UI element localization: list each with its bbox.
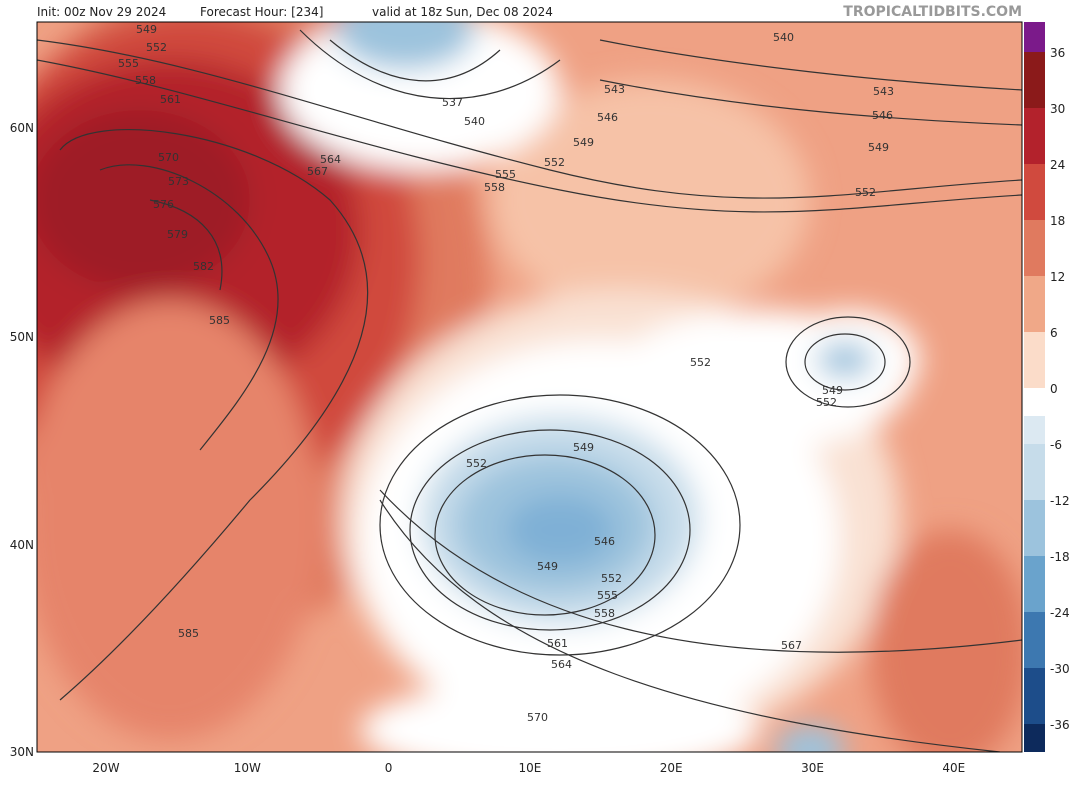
contour-label: 570: [158, 151, 179, 164]
colorbar-tick-label: 18: [1050, 214, 1065, 228]
colorbar-tick-label: 30: [1050, 102, 1065, 116]
contour-label: 564: [320, 153, 341, 166]
longitude-label: 20E: [660, 761, 683, 775]
contour-label: 579: [167, 228, 188, 241]
contour-label: 549: [573, 136, 594, 149]
contour-label: 567: [781, 639, 802, 652]
contour-label: 540: [464, 115, 485, 128]
contour-label: 576: [153, 198, 174, 211]
contour-label: 552: [466, 457, 487, 470]
watermark: TROPICALTIDBITS.COM: [843, 4, 1022, 20]
contour-label: 558: [135, 74, 156, 87]
contour-label: 585: [209, 314, 230, 327]
latitude-label: 40N: [10, 538, 34, 552]
colorbar-tick-label: -18: [1050, 550, 1070, 564]
contour-label: 546: [597, 111, 618, 124]
colorbar-tick-label: 36: [1050, 46, 1065, 60]
contour-label: 540: [773, 31, 794, 44]
contour-label: 552: [855, 186, 876, 199]
contour-label: 546: [872, 109, 893, 122]
contour-label: 549: [537, 560, 558, 573]
latitude-label: 60N: [10, 121, 34, 135]
contour-label: 543: [873, 85, 894, 98]
colorbar-tick-label: 6: [1050, 326, 1058, 340]
contour-label: 543: [604, 83, 625, 96]
contour-label: 570: [527, 711, 548, 724]
colorbar: [1024, 22, 1045, 752]
contour-label: 582: [193, 260, 214, 273]
contour-label: 552: [544, 156, 565, 169]
longitude-label: 0: [385, 761, 393, 775]
contour-label: 555: [597, 589, 618, 602]
contour-label: 546: [594, 535, 615, 548]
contour-label: 549: [822, 384, 843, 397]
contour-label: 585: [178, 627, 199, 640]
map-frame: [36, 21, 1023, 753]
longitude-label: 10W: [234, 761, 261, 775]
init-text: Init: 00z Nov 29 2024: [37, 5, 166, 19]
latitude-label: 50N: [10, 330, 34, 344]
contour-label: 567: [307, 165, 328, 178]
map-field: [37, 22, 1022, 752]
longitude-label: 10E: [518, 761, 541, 775]
contour-label: 555: [118, 57, 139, 70]
colorbar-tick-label: -24: [1050, 606, 1070, 620]
contour-label: 561: [547, 637, 568, 650]
contour-labels: 549 552 555 558 561 570 573 576 579 582 …: [118, 23, 894, 724]
contour-label: 537: [442, 96, 463, 109]
colorbar-tick-label: 12: [1050, 270, 1065, 284]
colorbar-tick-label: -6: [1050, 438, 1062, 452]
contour-label: 552: [816, 396, 837, 409]
colorbar-tick-label: 24: [1050, 158, 1065, 172]
contour-label: 555: [495, 168, 516, 181]
contour-label: 549: [573, 441, 594, 454]
colorbar-tick-label: -30: [1050, 662, 1070, 676]
longitude-label: 30E: [801, 761, 824, 775]
forecast-hour: Forecast Hour: [234]: [200, 5, 323, 19]
contour-label: 552: [146, 41, 167, 54]
contour-label: 552: [601, 572, 622, 585]
colorbar-tick-label: 0: [1050, 382, 1058, 396]
longitude-label: 20W: [92, 761, 119, 775]
valid-time: valid at 18z Sun, Dec 08 2024: [372, 5, 553, 19]
contour-label: 558: [594, 607, 615, 620]
colorbar-tick-label: -36: [1050, 718, 1070, 732]
contour-label: 549: [136, 23, 157, 36]
contour-label: 549: [868, 141, 889, 154]
contour-label: 561: [160, 93, 181, 106]
longitude-label: 40E: [942, 761, 965, 775]
contour-label: 558: [484, 181, 505, 194]
contour-label: 552: [690, 356, 711, 369]
contour-label: 573: [168, 175, 189, 188]
colorbar-tick-label: -12: [1050, 494, 1070, 508]
latitude-label: 30N: [10, 745, 34, 759]
contour-label: 564: [551, 658, 572, 671]
